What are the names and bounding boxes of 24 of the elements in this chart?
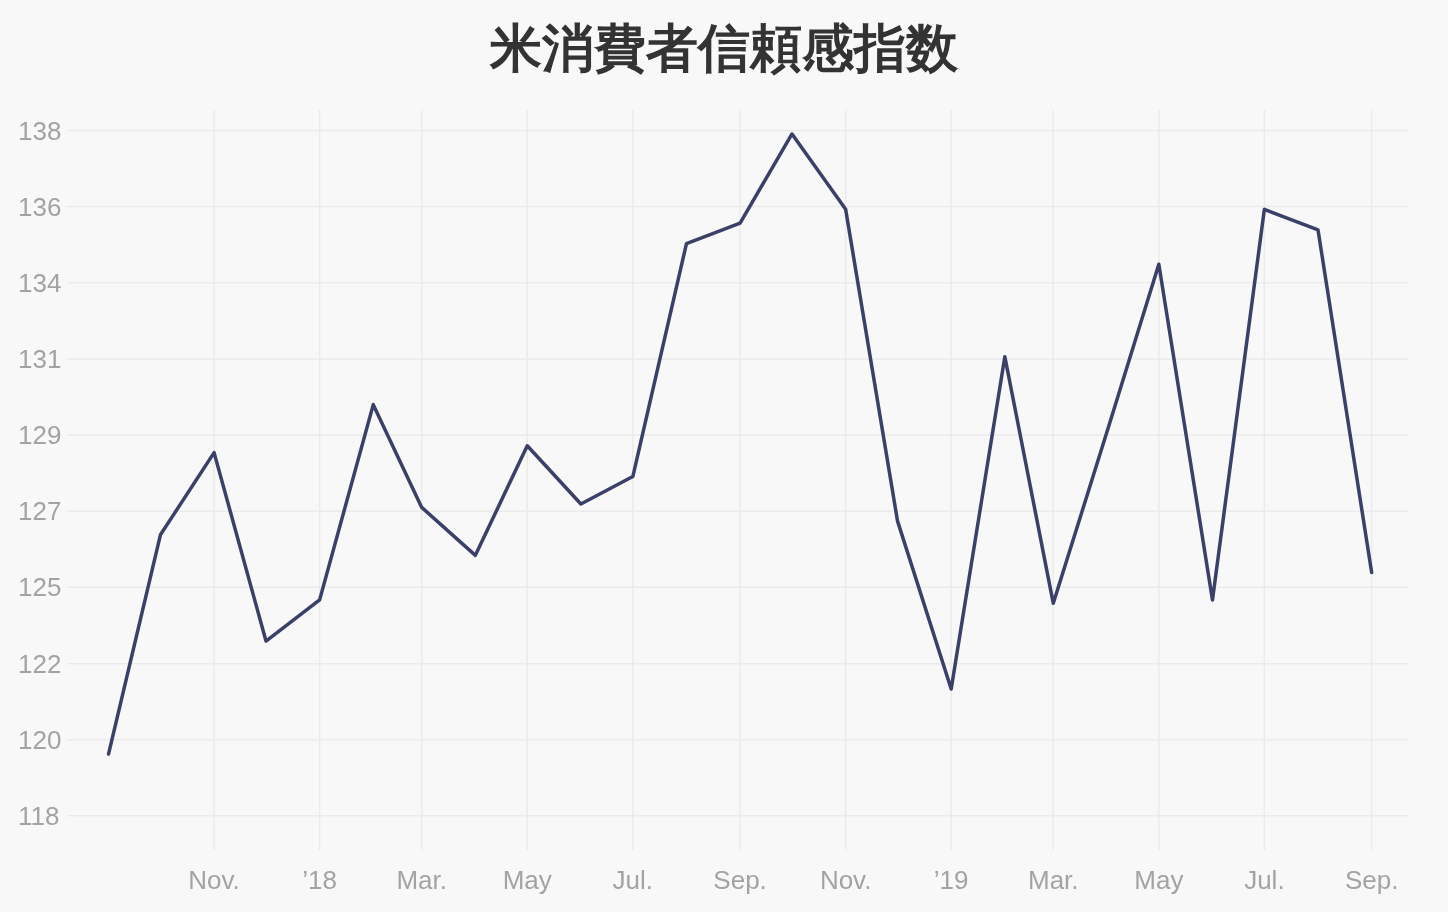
x-tick-label: Sep. xyxy=(1344,865,1399,895)
y-tick-label: 127 xyxy=(18,496,62,527)
x-tick-label: May xyxy=(502,865,552,895)
y-tick-label: 136 xyxy=(18,191,62,222)
x-tick-label: Jul. xyxy=(1244,865,1285,895)
y-tick-label: 129 xyxy=(18,420,62,451)
x-tick-label: May xyxy=(1134,865,1184,895)
x-tick-label: ’18 xyxy=(302,865,337,895)
line-series xyxy=(106,132,1374,756)
y-tick-label: 131 xyxy=(18,344,62,375)
x-tick-label: Jul. xyxy=(612,865,654,895)
x-tick-label: Sep. xyxy=(713,865,767,895)
x-tick-label: Mar. xyxy=(1027,865,1079,895)
y-tick-label: 122 xyxy=(18,648,62,679)
chart-title: 米消費者信頼感指数 xyxy=(489,19,959,77)
y-tick-label: 138 xyxy=(18,115,62,146)
x-tick-label: Mar. xyxy=(396,865,448,895)
y-tick-label: 118 xyxy=(18,800,60,831)
y-tick-label: 134 xyxy=(18,267,62,298)
x-tick-label: Nov. xyxy=(188,865,240,895)
y-tick-label: 125 xyxy=(18,572,62,603)
x-tick-label: ’19 xyxy=(933,865,969,895)
y-tick-label: 120 xyxy=(18,724,62,755)
x-tick-label: Nov. xyxy=(819,865,872,895)
